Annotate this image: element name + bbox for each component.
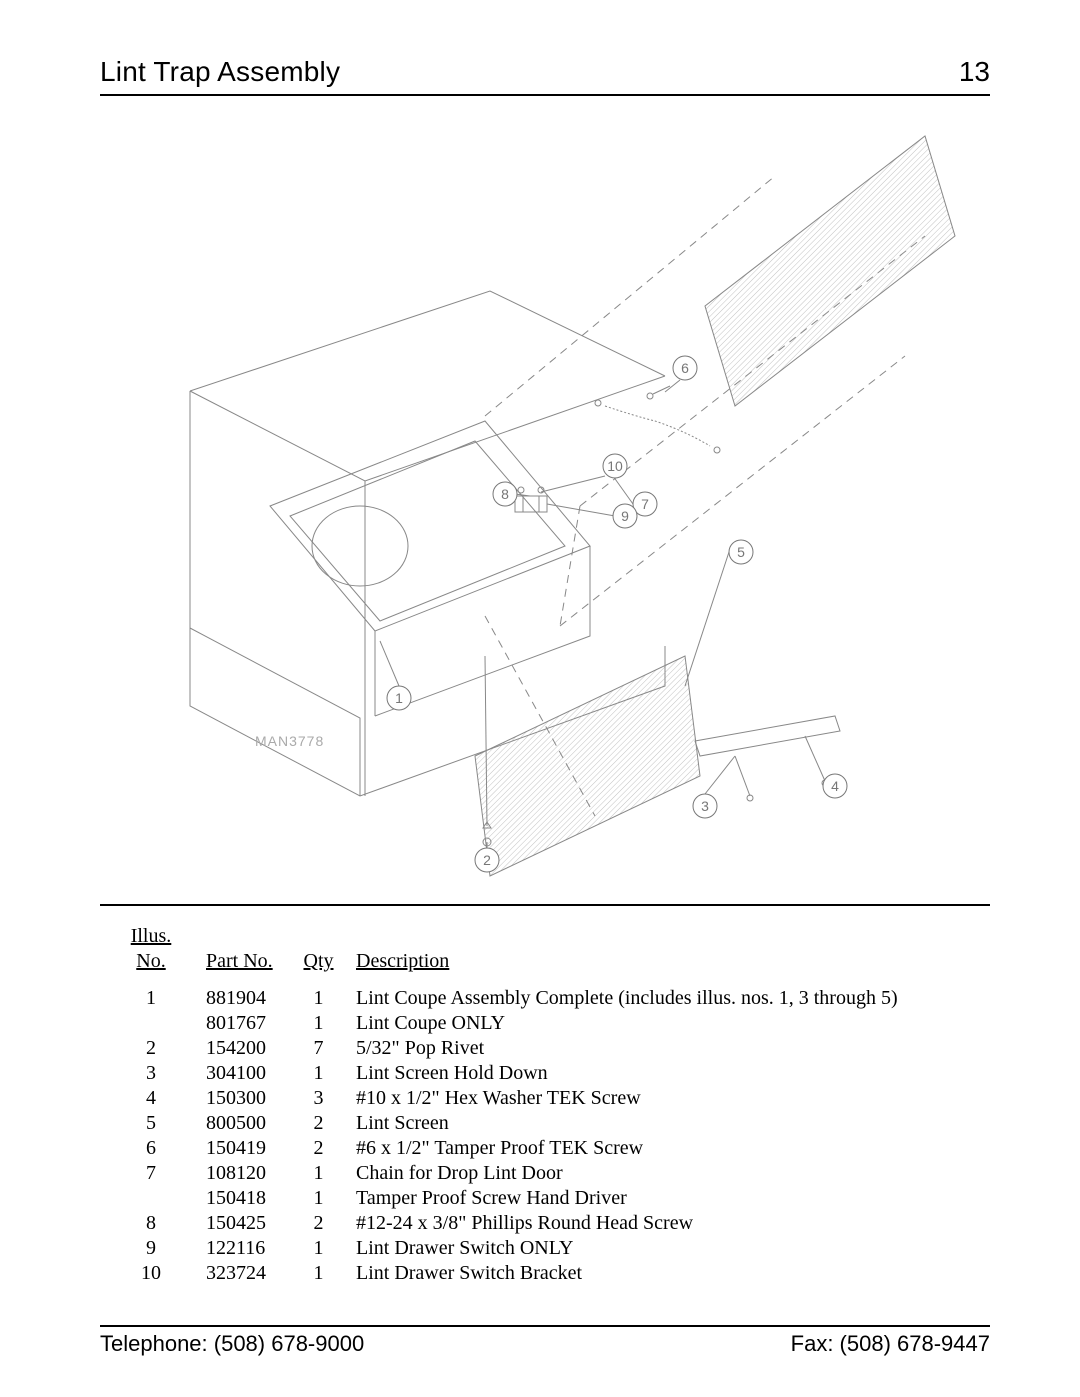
callout-label-2: 2 — [483, 852, 491, 868]
table-row: 215420075/32" Pop Rivet — [106, 1036, 966, 1061]
cell-qty: 1 — [291, 1186, 346, 1211]
cell-desc: #6 x 1/2" Tamper Proof TEK Screw — [346, 1136, 966, 1161]
page-title: Lint Trap Assembly — [100, 56, 340, 88]
callout-label-5: 5 — [737, 544, 745, 560]
cell-part: 323724 — [196, 1261, 291, 1286]
cell-qty: 3 — [291, 1086, 346, 1111]
cell-part: 122116 — [196, 1236, 291, 1261]
footer-fax: Fax: (508) 678-9447 — [791, 1331, 990, 1357]
tamper-screw-icon — [647, 386, 670, 399]
switch-bracket-icon — [515, 487, 547, 512]
diagram-ref-code: MAN3778 — [255, 733, 324, 749]
table-row: 58005002Lint Screen — [106, 1111, 966, 1136]
cell-illus: 4 — [106, 1086, 196, 1111]
callout-label-8: 8 — [501, 486, 509, 502]
cell-part: 150419 — [196, 1136, 291, 1161]
parts-table: Illus. No. Part No. Qty Description 1881… — [106, 924, 966, 1286]
cell-part: 881904 — [196, 986, 291, 1011]
cell-desc: #10 x 1/2" Hex Washer TEK Screw — [346, 1086, 966, 1111]
cell-qty: 2 — [291, 1111, 346, 1136]
callout-label-6: 6 — [681, 360, 689, 376]
cell-part: 150425 — [196, 1211, 291, 1236]
col-header-qty: Qty — [291, 924, 346, 986]
cell-part: 150300 — [196, 1086, 291, 1111]
table-row: 1504181Tamper Proof Screw Hand Driver — [106, 1186, 966, 1211]
cell-qty: 7 — [291, 1036, 346, 1061]
cell-part: 801767 — [196, 1011, 291, 1036]
table-row: 8017671Lint Coupe ONLY — [106, 1011, 966, 1036]
table-row: 81504252#12-24 x 3/8" Phillips Round Hea… — [106, 1211, 966, 1236]
table-row: 103237241Lint Drawer Switch Bracket — [106, 1261, 966, 1286]
table-row: 71081201Chain for Drop Lint Door — [106, 1161, 966, 1186]
cell-illus: 10 — [106, 1261, 196, 1286]
lint-screen-raised — [705, 136, 955, 406]
cell-illus — [106, 1011, 196, 1036]
cell-qty: 2 — [291, 1211, 346, 1236]
cell-illus — [106, 1186, 196, 1211]
cell-illus: 7 — [106, 1161, 196, 1186]
col-header-desc: Description — [346, 924, 966, 986]
callout-label-10: 10 — [607, 458, 623, 474]
cell-qty: 1 — [291, 1061, 346, 1086]
cell-part: 154200 — [196, 1036, 291, 1061]
col-header-illus: Illus. No. — [106, 924, 196, 986]
table-row: 33041001Lint Screen Hold Down — [106, 1061, 966, 1086]
cell-desc: Chain for Drop Lint Door — [346, 1161, 966, 1186]
cell-illus: 9 — [106, 1236, 196, 1261]
cell-qty: 1 — [291, 986, 346, 1011]
cell-desc: Lint Coupe ONLY — [346, 1011, 966, 1036]
cell-qty: 1 — [291, 1161, 346, 1186]
table-divider — [100, 904, 990, 906]
table-row: 91221161Lint Drawer Switch ONLY — [106, 1236, 966, 1261]
callout-label-3: 3 — [701, 798, 709, 814]
callout-label-1: 1 — [395, 690, 403, 706]
callout-label-7: 7 — [641, 496, 649, 512]
cell-illus: 6 — [106, 1136, 196, 1161]
table-row: 18819041Lint Coupe Assembly Complete (in… — [106, 986, 966, 1011]
hold-down-bar — [695, 716, 840, 801]
lint-screen-lower — [475, 616, 700, 876]
cell-illus: 3 — [106, 1061, 196, 1086]
callout-label-4: 4 — [831, 778, 839, 794]
cell-qty: 1 — [291, 1011, 346, 1036]
cell-desc: Lint Coupe Assembly Complete (includes i… — [346, 986, 966, 1011]
cell-illus: 1 — [106, 986, 196, 1011]
page-header: Lint Trap Assembly 13 — [100, 56, 990, 96]
cell-desc: Lint Drawer Switch ONLY — [346, 1236, 966, 1261]
page: Lint Trap Assembly 13 — [0, 0, 1080, 1397]
cell-illus: 2 — [106, 1036, 196, 1061]
cell-part: 150418 — [196, 1186, 291, 1211]
col-header-part: Part No. — [196, 924, 291, 986]
cell-qty: 1 — [291, 1236, 346, 1261]
cell-part: 108120 — [196, 1161, 291, 1186]
cell-qty: 1 — [291, 1261, 346, 1286]
cell-part: 304100 — [196, 1061, 291, 1086]
callout-label-9: 9 — [621, 508, 629, 524]
cell-desc: 5/32" Pop Rivet — [346, 1036, 966, 1061]
cell-desc: Lint Screen — [346, 1111, 966, 1136]
cell-part: 800500 — [196, 1111, 291, 1136]
page-footer: Telephone: (508) 678-9000 Fax: (508) 678… — [100, 1325, 990, 1357]
table-row: 41503003#10 x 1/2" Hex Washer TEK Screw — [106, 1086, 966, 1111]
cell-desc: Lint Drawer Switch Bracket — [346, 1261, 966, 1286]
footer-telephone: Telephone: (508) 678-9000 — [100, 1331, 364, 1357]
cell-desc: Lint Screen Hold Down — [346, 1061, 966, 1086]
cell-qty: 2 — [291, 1136, 346, 1161]
diagram-svg: 1 2 3 4 5 6 7 8 9 10 MAN3778 — [100, 116, 990, 896]
cell-illus: 5 — [106, 1111, 196, 1136]
exploded-diagram: 1 2 3 4 5 6 7 8 9 10 MAN3778 — [100, 116, 990, 896]
table-header-row: Illus. No. Part No. Qty Description — [106, 924, 966, 986]
cell-desc: #12-24 x 3/8" Phillips Round Head Screw — [346, 1211, 966, 1236]
cell-desc: Tamper Proof Screw Hand Driver — [346, 1186, 966, 1211]
cell-illus: 8 — [106, 1211, 196, 1236]
table-row: 61504192#6 x 1/2" Tamper Proof TEK Screw — [106, 1136, 966, 1161]
page-number: 13 — [959, 56, 990, 88]
